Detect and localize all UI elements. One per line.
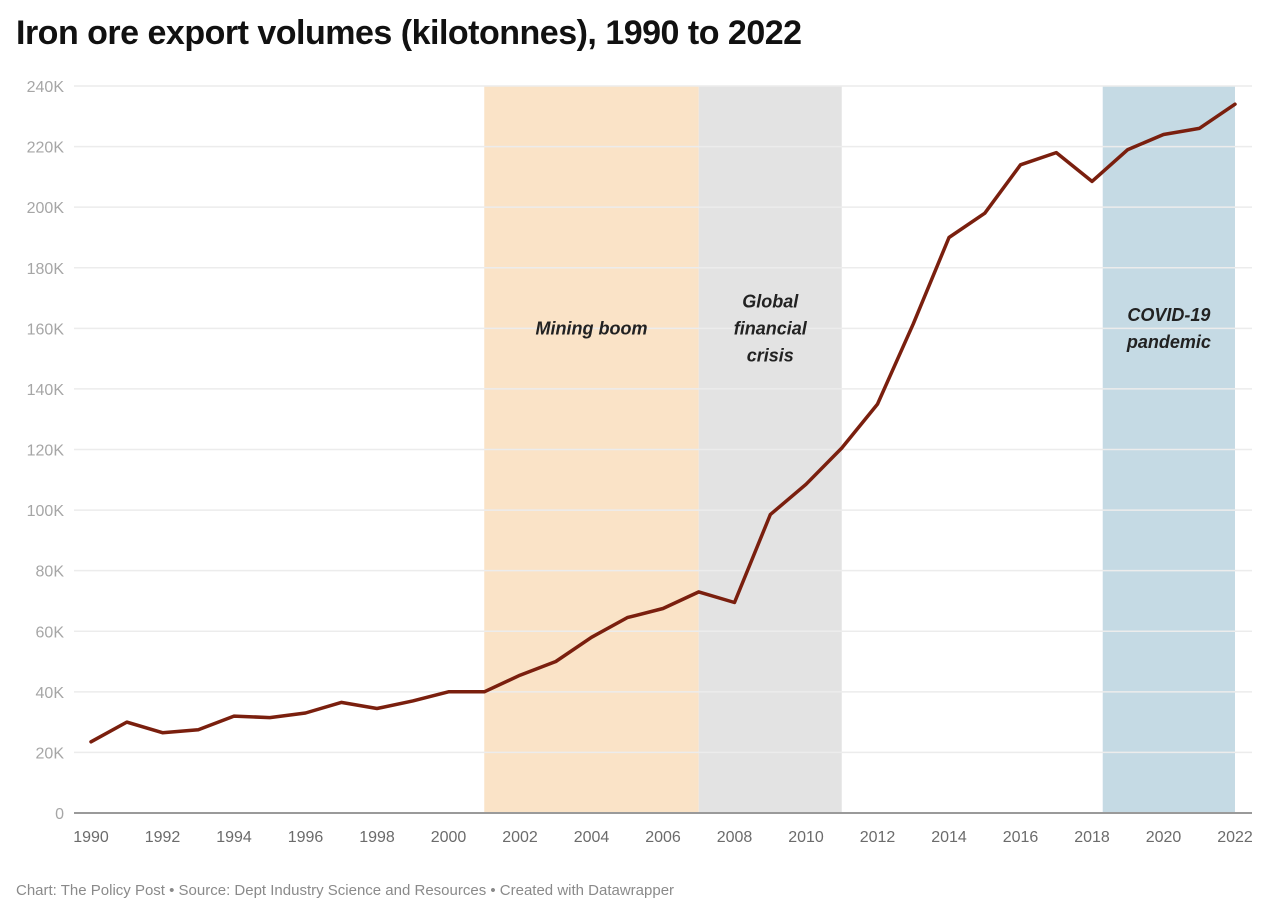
annotation-label: COVID-19 [1127,305,1210,325]
series-layer [89,102,1237,744]
x-tick-label: 2000 [431,829,467,846]
period-annotations: Mining boom Global financial crisis COVID-19… [536,291,1211,365]
y-tick-label: 40K [36,685,65,702]
x-tick-label: 2002 [502,829,538,846]
x-tick-label: 2006 [645,829,681,846]
chart-title: Iron ore export volumes (kilotonnes), 19… [16,14,802,52]
y-tick-label: 20K [36,745,65,762]
x-tick-label: 1992 [145,829,181,846]
y-tick-label: 0 [55,806,64,823]
x-tick-label: 2008 [717,829,753,846]
x-tick-label: 2016 [1003,829,1039,846]
annotation-label: crisis [747,345,794,365]
x-tick-label: 2022 [1217,829,1253,846]
annotation-label: financial [734,318,808,338]
y-tick-label: 120K [27,443,65,460]
y-tick-label: 160K [27,321,65,338]
y-tick-label: 220K [27,140,65,157]
x-axis: 1990 1992 1994 1996 1998 2000 2002 2004 2006 2008… [73,812,1253,846]
x-tick-label: 2014 [931,829,967,846]
y-tick-label: 80K [36,564,65,581]
x-tick-label: 1996 [288,829,324,846]
annotation-label: pandemic [1126,332,1211,352]
y-tick-label: 200K [27,200,65,217]
y-tick-label: 100K [27,503,65,520]
y-axis: 0 20K 40K 60K 80K 100K 120K 140K 160K 180K 200K 220… [27,79,65,823]
annotation-label: Global [742,291,799,311]
x-tick-label: 2010 [788,829,824,846]
y-tick-label: 60K [36,624,65,641]
x-tick-label: 1998 [359,829,395,846]
x-tick-label: 2004 [574,829,610,846]
y-tick-label: 240K [27,79,65,96]
x-tick-label: 2018 [1074,829,1110,846]
x-tick-label: 2012 [860,829,896,846]
y-tick-label: 140K [27,382,65,399]
gridlines [74,85,1252,754]
chart-footer: Chart: The Policy Post • Source: Dept In… [16,882,675,899]
y-tick-label: 180K [27,261,65,278]
series-line-0 [89,102,1237,744]
annotation-label: Mining boom [536,318,648,338]
x-tick-label: 2020 [1146,829,1182,846]
x-tick-label: 1994 [216,829,252,846]
x-tick-label: 1990 [73,829,109,846]
